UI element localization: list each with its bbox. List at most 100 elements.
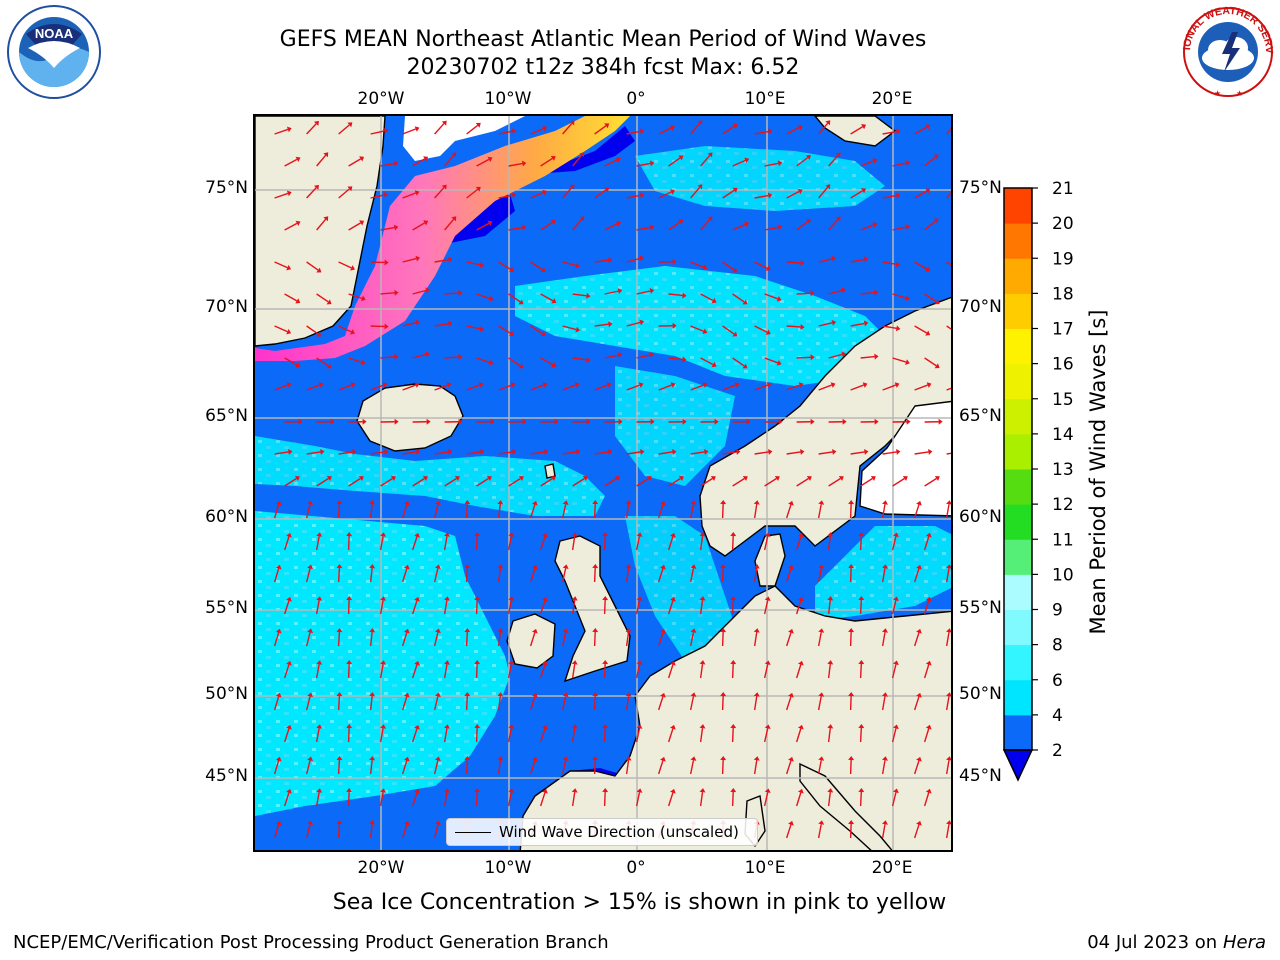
wind-wave-arrow <box>668 293 683 297</box>
wind-wave-arrow <box>434 322 449 327</box>
wind-wave-arrowhead <box>441 184 447 190</box>
wind-wave-arrowhead <box>895 261 901 268</box>
wind-wave-arrow <box>476 357 491 364</box>
wind-wave-arrow <box>530 451 545 455</box>
wind-wave-arrow <box>466 325 481 330</box>
wind-wave-arrow <box>636 226 651 231</box>
wind-wave-arrow <box>562 122 573 135</box>
wind-wave-arrow <box>476 293 491 300</box>
wind-wave-arrowhead <box>882 564 888 569</box>
wind-wave-arrowhead <box>925 124 931 130</box>
wind-wave-arrowhead <box>414 724 420 730</box>
wind-wave-arrow <box>786 384 800 391</box>
wind-wave-arrowhead <box>842 418 847 425</box>
wind-wave-arrowhead <box>486 475 492 482</box>
wind-wave-arrowhead <box>636 532 643 537</box>
wind-wave-arrow <box>305 824 311 839</box>
wind-wave-arrow <box>369 696 373 711</box>
wind-wave-arrowhead <box>286 328 292 335</box>
wind-wave-arrow <box>700 218 711 231</box>
wind-wave-arrow <box>722 451 737 455</box>
wind-wave-arrowhead <box>818 692 825 697</box>
wind-wave-arrowhead <box>569 184 575 190</box>
wind-wave-arrowhead <box>827 724 834 729</box>
wind-wave-arrowhead <box>414 532 420 538</box>
wind-wave-arrow <box>284 357 298 366</box>
wind-wave-arrowhead <box>827 660 834 665</box>
wind-wave-arrowhead <box>768 448 773 455</box>
wind-wave-arrow <box>348 357 363 364</box>
wind-wave-arrow <box>763 600 769 615</box>
wind-wave-arrow <box>658 384 672 391</box>
legend-line-swatch <box>455 832 491 833</box>
wind-wave-arrowhead <box>704 448 709 455</box>
wind-wave-arrowhead <box>362 418 367 425</box>
wind-wave-arrow <box>594 451 609 455</box>
wind-wave-arrowhead <box>925 724 932 730</box>
wind-wave-arrowhead <box>497 500 504 505</box>
wind-wave-arrowhead <box>946 628 951 633</box>
wind-wave-arrow <box>412 222 426 231</box>
wind-wave-arrow <box>306 384 320 391</box>
wind-wave-arrow <box>753 504 758 519</box>
wind-wave-arrowhead <box>380 532 387 537</box>
wind-wave-arrowhead <box>825 184 831 190</box>
wind-wave-arrowhead <box>640 448 645 455</box>
wind-wave-arrow <box>817 824 822 839</box>
colorbar-band <box>1004 469 1032 505</box>
wind-wave-arrow <box>657 504 664 519</box>
lon-tick-bottom-20e: 20°E <box>871 858 913 878</box>
wind-wave-arrowhead <box>602 724 609 729</box>
wind-wave-arrow <box>764 293 779 300</box>
wind-wave-arrow <box>785 824 792 839</box>
colorbar-tick-label: 11 <box>1052 530 1074 550</box>
wind-wave-arrowhead <box>797 188 803 195</box>
wind-wave-arrowhead <box>615 157 621 163</box>
wind-wave-arrowhead <box>660 500 666 506</box>
wind-wave-arrow <box>914 451 929 455</box>
credit-date-text: 04 Jul 2023 on <box>1087 932 1223 953</box>
wind-wave-arrow <box>882 261 897 265</box>
wind-wave-arrowhead <box>346 660 353 665</box>
wind-wave-arrowhead <box>359 220 365 226</box>
wind-wave-arrowhead <box>788 564 794 570</box>
wind-wave-arrow <box>444 356 459 359</box>
wind-wave-arrowhead <box>380 788 387 793</box>
wind-wave-arrow <box>721 759 724 775</box>
wind-wave-arrow <box>539 792 546 807</box>
wind-wave-arrowhead <box>542 532 548 538</box>
wind-wave-arrow <box>306 187 317 199</box>
wind-wave-arrowhead <box>638 382 644 388</box>
wind-wave-arrow <box>731 599 734 615</box>
wind-wave-arrowhead <box>905 295 910 301</box>
wind-wave-arrow <box>529 504 536 519</box>
wind-wave-arrow <box>433 760 439 775</box>
wind-wave-arrowhead <box>934 299 940 305</box>
wind-wave-arrowhead <box>369 628 376 633</box>
wind-wave-arrow <box>498 261 511 270</box>
wind-wave-arrowhead <box>295 362 301 368</box>
wind-wave-arrowhead <box>649 288 655 294</box>
wind-wave-arrowhead <box>330 418 335 425</box>
wind-wave-arrowhead <box>575 262 581 269</box>
wind-wave-arrow <box>539 728 546 743</box>
wind-wave-arrow <box>507 728 512 743</box>
wind-wave-arrowhead <box>346 532 353 537</box>
wind-wave-arrowhead <box>464 500 471 505</box>
wind-wave-arrowhead <box>858 724 865 729</box>
lon-tick-bottom-10e: 10°E <box>744 858 786 878</box>
wind-wave-arrowhead <box>946 692 951 697</box>
wind-wave-arrowhead <box>670 189 675 195</box>
wind-wave-arrow <box>273 504 280 519</box>
credit-machine: Hera <box>1222 932 1266 953</box>
wind-wave-arrowhead <box>764 532 771 538</box>
wind-wave-arrow <box>795 600 802 615</box>
wind-wave-arrowhead <box>434 820 441 826</box>
wind-wave-arrow <box>850 384 864 391</box>
wind-wave-arrow <box>370 451 385 455</box>
wind-wave-arrowhead <box>551 362 557 368</box>
wind-wave-arrowhead <box>617 352 623 359</box>
wind-wave-arrowhead <box>672 322 677 329</box>
wind-wave-arrowhead <box>925 330 931 336</box>
wind-wave-arrowhead <box>275 564 282 570</box>
